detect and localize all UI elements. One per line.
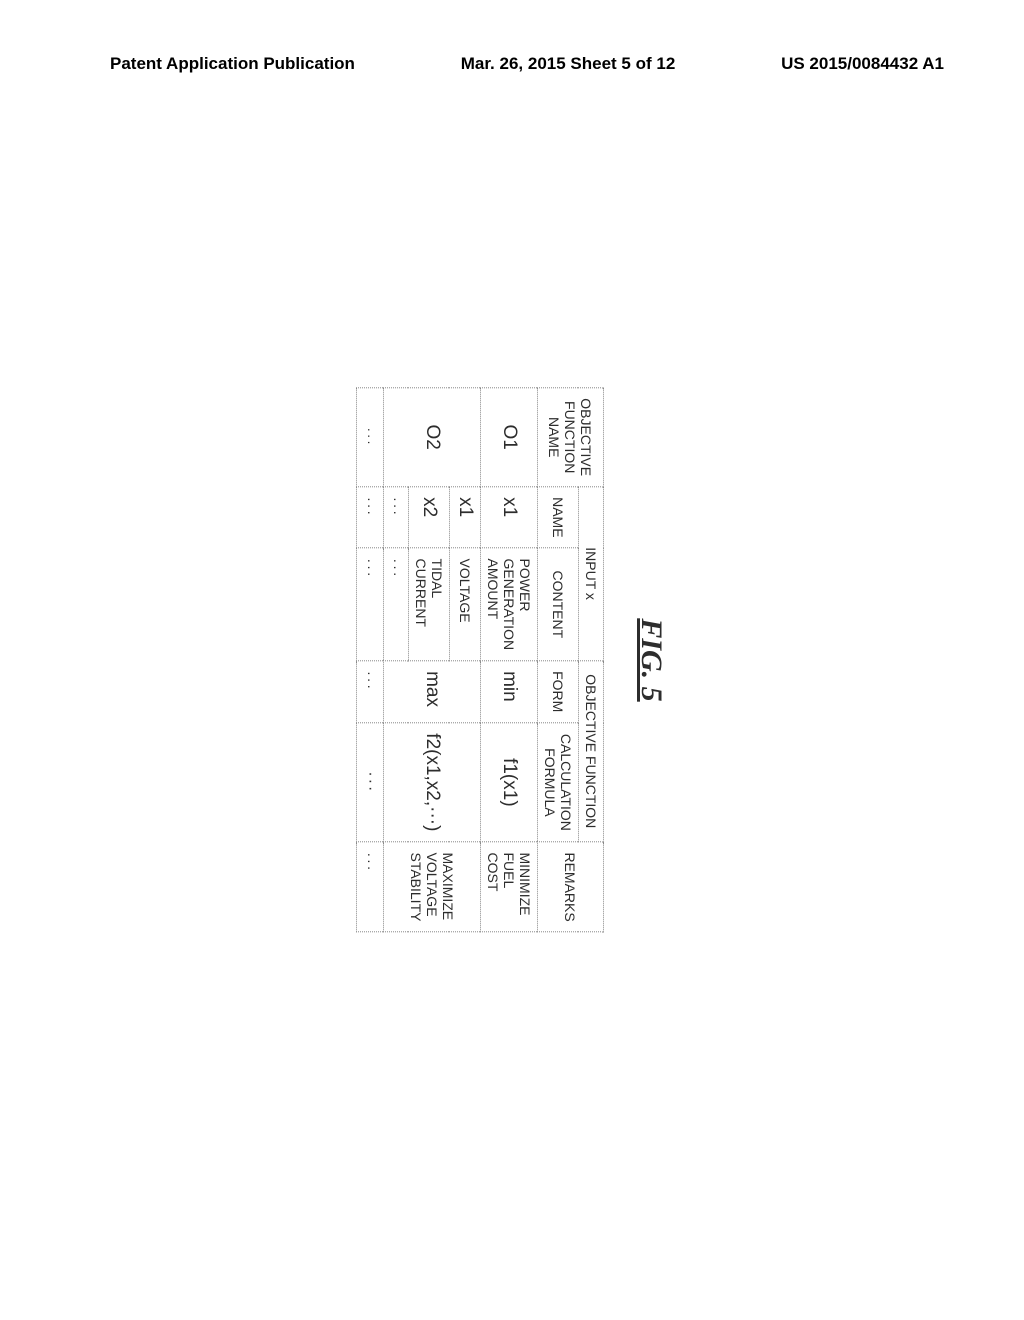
table-header-row-1: OBJECTIVE FUNCTION NAME INPUT x OBJECTIV… [579, 388, 604, 932]
cell-formula: f2(x1,x2,···) [384, 723, 481, 842]
figure-label: FIG. 5 [634, 387, 668, 932]
cell-name: ··· [384, 487, 409, 548]
table-row: ··· ··· ··· ··· ··· ··· [357, 388, 384, 932]
cell-form: max [384, 661, 481, 723]
header-right: US 2015/0084432 A1 [781, 54, 944, 74]
cell-content: VOLTAGE [450, 548, 481, 661]
cell-content: ··· [357, 548, 384, 661]
col-input-x: INPUT x [579, 487, 604, 661]
header-left: Patent Application Publication [110, 54, 355, 74]
cell-objname: O1 [481, 388, 538, 487]
col-objective-function: OBJECTIVE FUNCTION [579, 661, 604, 842]
col-remarks: REMARKS [538, 842, 604, 932]
table-row: O1 x1 POWER GENERATION AMOUNT min f1(x1)… [481, 388, 538, 932]
cell-form: min [481, 661, 538, 723]
cell-objname: ··· [357, 388, 384, 487]
objective-function-table: OBJECTIVE FUNCTION NAME INPUT x OBJECTIV… [356, 387, 604, 932]
page-header: Patent Application Publication Mar. 26, … [0, 54, 1024, 74]
cell-remarks: ··· [357, 842, 384, 932]
cell-remarks: MAXIMIZE VOLTAGE STABILITY [384, 842, 481, 932]
col-formula: CALCULATION FORMULA [538, 723, 579, 842]
col-name: NAME [538, 487, 579, 548]
cell-name: x1 [450, 487, 481, 548]
col-content: CONTENT [538, 548, 579, 661]
figure-container: FIG. 5 OBJECTIVE FUNCTION NAME INPUT x O… [356, 387, 668, 932]
table-row: O2 x1 VOLTAGE max f2(x1,x2,···) MAXIMIZE… [450, 388, 481, 932]
cell-name: x2 [409, 487, 450, 548]
cell-objname: O2 [384, 388, 481, 487]
cell-name: ··· [357, 487, 384, 548]
cell-remarks: MINIMIZE FUEL COST [481, 842, 538, 932]
col-form: FORM [538, 661, 579, 723]
col-objective-function-name: OBJECTIVE FUNCTION NAME [538, 388, 604, 487]
header-center: Mar. 26, 2015 Sheet 5 of 12 [461, 54, 676, 74]
cell-content: POWER GENERATION AMOUNT [481, 548, 538, 661]
cell-content: TIDAL CURRENT [409, 548, 450, 661]
cell-formula: f1(x1) [481, 723, 538, 842]
cell-formula: ··· [357, 723, 384, 842]
cell-name: x1 [481, 487, 538, 548]
cell-form: ··· [357, 661, 384, 723]
cell-content: ··· [384, 548, 409, 661]
